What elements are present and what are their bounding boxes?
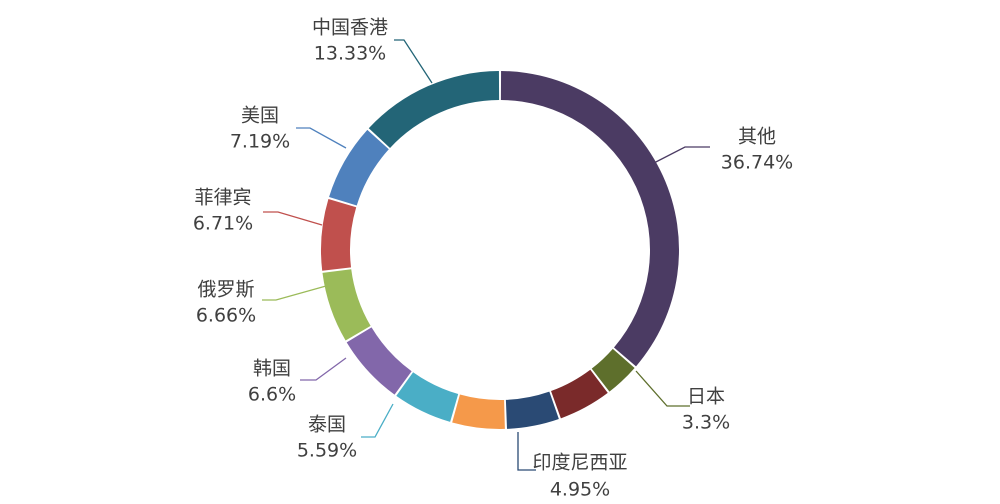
segment-value-label: 3.3%: [682, 412, 730, 434]
segment-value-label: 6.71%: [193, 213, 253, 235]
segment-name-label: 泰国: [308, 414, 346, 436]
donut-segment-美国: [329, 129, 389, 206]
segment-value-label: 13.33%: [314, 43, 386, 65]
leader-line-日本: [635, 370, 690, 407]
segment-name-label: 韩国: [253, 358, 291, 380]
donut-segment-印度尼西亚: [505, 391, 559, 429]
leader-line-泰国: [361, 403, 394, 438]
leader-line-其他: [649, 146, 710, 166]
segment-name-label: 其他: [738, 126, 776, 148]
segment-value-label: 6.6%: [248, 384, 296, 406]
donut-segment-其他: [500, 71, 679, 367]
donut-segment-中国香港: [368, 71, 500, 148]
donut-segment-俄罗斯: [322, 269, 371, 341]
segment-value-label: 6.66%: [196, 305, 256, 327]
leader-line-韩国: [300, 357, 347, 381]
segment-name-label: 菲律宾: [194, 187, 251, 209]
leader-line-俄罗斯: [262, 285, 327, 301]
leader-line-印度尼西亚: [517, 432, 536, 471]
donut-segment-菲律宾: [321, 199, 357, 271]
donut-segment-unlabeled-4: [452, 394, 505, 429]
leader-line-美国: [296, 127, 347, 149]
donut-segment-unlabeled-2: [551, 369, 608, 419]
segment-name-label: 俄罗斯: [197, 279, 254, 301]
leader-line-菲律宾: [263, 211, 323, 226]
segment-value-label: 7.19%: [230, 131, 290, 153]
donut-segment-泰国: [396, 372, 459, 422]
leader-line-中国香港: [394, 39, 433, 84]
donut-segment-日本: [591, 348, 635, 392]
segment-value-label: 36.74%: [721, 152, 793, 174]
segment-value-label: 5.59%: [297, 440, 357, 462]
segment-value-label: 4.95%: [550, 479, 610, 501]
segment-name-label: 中国香港: [312, 17, 388, 39]
segment-name-label: 日本: [687, 386, 725, 408]
donut-segment-韩国: [346, 327, 412, 395]
segment-name-label: 美国: [241, 105, 279, 127]
segment-name-label: 印度尼西亚: [532, 452, 627, 474]
